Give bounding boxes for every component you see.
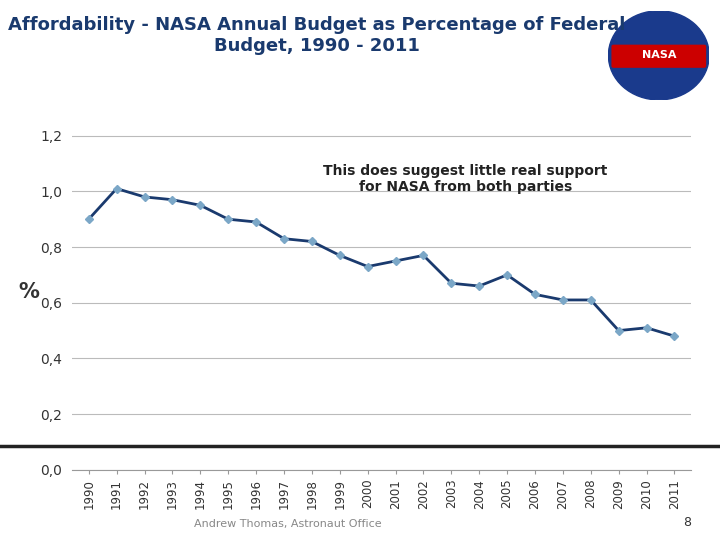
Text: NASA: NASA: [642, 50, 676, 60]
Text: 8: 8: [683, 516, 691, 529]
Text: Affordability - NASA Annual Budget as Percentage of Federal
Budget, 1990 - 2011: Affordability - NASA Annual Budget as Pe…: [8, 16, 626, 55]
Text: Andrew Thomas, Astronaut Office: Andrew Thomas, Astronaut Office: [194, 519, 382, 529]
FancyBboxPatch shape: [611, 45, 706, 68]
Text: This does suggest little real support
for NASA from both parties: This does suggest little real support fo…: [323, 164, 608, 194]
Ellipse shape: [608, 11, 709, 100]
Y-axis label: %: %: [19, 281, 40, 302]
